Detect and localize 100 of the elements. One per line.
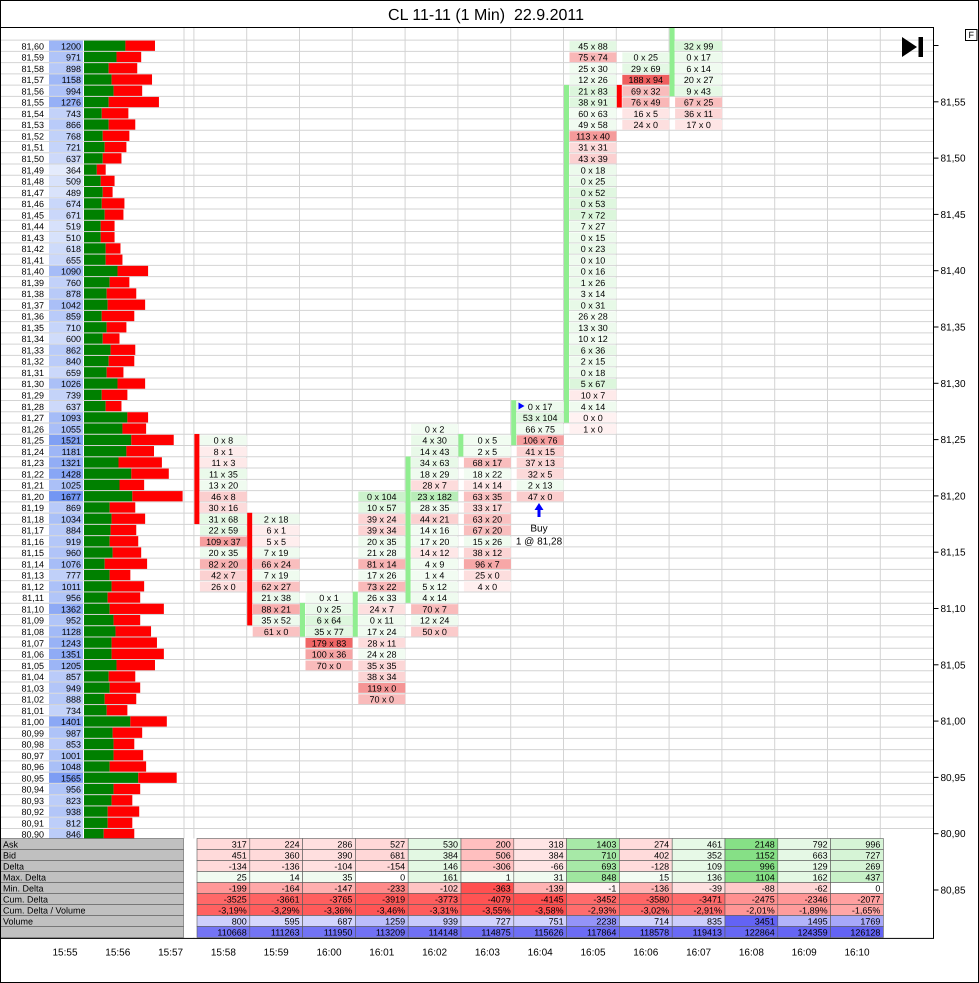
text: 996 (865, 840, 880, 850)
text: 4 x 14 (580, 402, 606, 412)
text: -104 (334, 862, 352, 872)
text: 0 x 17 (686, 52, 711, 63)
text: 0 x 11 (370, 616, 394, 626)
x-tick-label: 16:00 (316, 948, 342, 958)
text: 655 (66, 255, 81, 266)
text: 884 (66, 526, 81, 536)
text: -62 (814, 884, 828, 894)
y-tick-label: 81,52 (21, 131, 44, 142)
y-tick-label: 81,09 (21, 616, 44, 626)
text: -2346 (804, 894, 828, 905)
text: 1521 (60, 436, 81, 446)
y-tick-label: 81,24 (21, 446, 44, 457)
y-tick-label: 81,35 (940, 322, 966, 334)
text: 1076 (60, 559, 81, 570)
text: 0 x 23 (580, 244, 606, 254)
text: -3661 (276, 894, 300, 905)
text: 0 x 8 (214, 436, 234, 446)
text: 44 x 21 (420, 514, 450, 524)
y-tick-label: 81,13 (21, 570, 44, 581)
text: 31 x 31 (578, 142, 608, 153)
text: 1428 (60, 469, 81, 480)
text: 869 (66, 503, 81, 514)
text: 1034 (60, 514, 81, 524)
text: -3,55% (482, 906, 511, 916)
y-tick-label: 81,22 (21, 469, 44, 480)
text: 1158 (62, 75, 81, 86)
text: 0 x 25 (634, 52, 658, 63)
text: 1026 (60, 379, 81, 390)
text: -164 (282, 884, 300, 894)
text: 73 x 22 (367, 582, 397, 592)
text: 82 x 20 (208, 559, 238, 570)
y-tick-label: 81,43 (21, 232, 44, 243)
text: 70 x 0 (370, 694, 394, 705)
text: -147 (334, 884, 352, 894)
text: 4 x 30 (422, 436, 447, 446)
text: 846 (66, 830, 81, 840)
text: 10 x 57 (367, 503, 397, 514)
text: Volume (3, 916, 34, 927)
text: 739 (66, 390, 81, 401)
text: 1055 (60, 424, 81, 434)
text: 6 x 14 (686, 64, 711, 74)
text: 8 x 1 (214, 446, 234, 457)
text: 0 x 104 (367, 492, 397, 502)
text: 0 (400, 872, 406, 883)
text: 1403 (596, 840, 616, 850)
y-tick-label: 81,17 (21, 526, 44, 536)
text: 1 (506, 872, 511, 883)
text: 390 (337, 850, 352, 861)
text: 25 (236, 872, 247, 883)
text: -2077 (857, 894, 880, 905)
text: 9 x 43 (686, 86, 711, 96)
text: 31 (554, 872, 564, 883)
text: 812 (66, 818, 81, 828)
x-tick-label: 15:56 (105, 948, 131, 958)
text: 109 (706, 862, 722, 872)
text: 66 x 24 (261, 559, 291, 570)
text: 510 (66, 232, 81, 243)
y-tick-label: 81,10 (21, 604, 44, 614)
text: 840 (66, 356, 81, 367)
text: 710 (601, 850, 616, 861)
text: 39 x 24 (367, 514, 397, 524)
text: 16 x 5 (634, 108, 658, 119)
text: -4079 (488, 894, 511, 905)
text: -3773 (434, 894, 458, 905)
text: 1011 (62, 582, 81, 592)
x-tick-label: 16:10 (844, 948, 870, 958)
y-tick-label: 81,20 (940, 491, 966, 502)
text: 66 x 75 (525, 424, 555, 434)
text: 721 (66, 142, 81, 153)
text: 18 x 22 (472, 469, 502, 480)
text: 996 (760, 862, 775, 872)
text: 15 (659, 872, 670, 883)
text: 106 x 76 (522, 436, 558, 446)
y-tick-label: 81,49 (21, 165, 44, 176)
text: -1 (608, 884, 616, 894)
text: 0 (875, 884, 880, 894)
text: 637 (66, 154, 81, 164)
y-tick-label: 81,19 (21, 503, 44, 514)
text: 162 (812, 872, 828, 883)
text: 4 x 9 (424, 559, 444, 570)
text: 21 x 28 (367, 548, 397, 558)
y-tick-label: 80,97 (21, 750, 44, 761)
text: 384 (442, 850, 458, 861)
text: 35 x 77 (314, 627, 344, 638)
text: 14 (290, 872, 300, 883)
text: 39 x 34 (367, 526, 397, 536)
text: 1321 (60, 458, 81, 468)
text: 637 (66, 402, 81, 412)
text: 53 x 104 (522, 413, 558, 424)
text: 111950 (324, 928, 352, 938)
bar (300, 602, 305, 637)
y-tick-label: 81,47 (21, 188, 44, 198)
text: 0 x 17 (528, 402, 552, 412)
text: 23 x 182 (417, 492, 452, 502)
text: 938 (66, 807, 81, 818)
text: 188 x 94 (628, 75, 664, 86)
text: 224 (284, 840, 300, 850)
text: 0 x 16 (580, 266, 606, 277)
